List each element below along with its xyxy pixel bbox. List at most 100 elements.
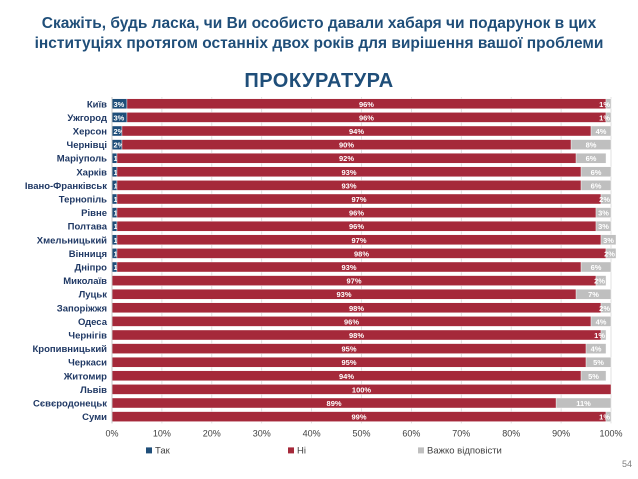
data-label: 96% [344, 317, 359, 326]
data-label: 6% [591, 181, 602, 190]
x-tick-label: 90% [552, 428, 570, 438]
data-label: 1% [599, 413, 610, 422]
legend-swatch [146, 447, 152, 454]
data-label: 3% [603, 236, 614, 245]
x-tick-label: 70% [452, 428, 470, 438]
category-label: Черкаси [68, 358, 107, 369]
category-label: Дніпро [75, 263, 108, 274]
data-label: 100% [352, 385, 372, 394]
category-label: Суми [82, 412, 107, 423]
bar-segment-vazhko [580, 166, 612, 178]
data-label: 6% [591, 263, 602, 272]
data-label: 2% [599, 304, 610, 313]
data-label: 93% [342, 181, 357, 190]
category-label: Херсон [73, 127, 108, 138]
bar-segment-vazhko [600, 193, 612, 205]
data-label: 1% [594, 331, 605, 340]
data-label: 89% [327, 399, 342, 408]
data-label: 97% [347, 277, 362, 286]
data-label: 93% [342, 168, 357, 177]
data-label: 2% [114, 141, 125, 150]
legend-label: Важко відповісти [427, 445, 502, 456]
bar-segment-vazhko [595, 207, 612, 218]
data-label: 93% [342, 263, 357, 272]
category-label: Луцьк [79, 290, 108, 301]
data-label: 98% [349, 304, 364, 313]
x-tick-label: 60% [402, 428, 420, 438]
data-label: 6% [586, 154, 597, 163]
x-tick-label: 0% [105, 428, 118, 438]
legend-label: Так [155, 445, 171, 456]
data-label: 2% [604, 249, 615, 258]
category-label: Чернівці [67, 140, 107, 151]
data-label: 7% [588, 290, 599, 299]
data-label: 96% [349, 209, 364, 218]
category-label: Запоріжжя [57, 303, 107, 314]
category-label: Львів [80, 385, 107, 396]
legend-label: Ні [297, 445, 306, 456]
bar-segment-vazhko [590, 316, 612, 327]
data-label: 92% [339, 154, 354, 163]
data-label: 5% [588, 372, 599, 381]
data-label: 4% [591, 345, 602, 354]
data-label: 2% [114, 127, 125, 136]
x-tick-label: 20% [203, 428, 221, 438]
data-label: 98% [349, 331, 364, 340]
bar-segment-vazhko [595, 220, 612, 232]
x-tick-label: 30% [253, 428, 271, 438]
bar-segment-vazhko [605, 112, 612, 123]
data-label: 97% [351, 236, 366, 245]
category-label: Сєвєродонецьк [33, 399, 107, 410]
data-label: 3% [114, 113, 125, 122]
category-label: Маріуполь [57, 154, 107, 165]
data-label: 4% [596, 317, 607, 326]
data-label: 96% [359, 100, 374, 109]
data-label: 2% [599, 195, 610, 204]
bar-segment-vazhko [585, 343, 607, 354]
bar-segment-vazhko [605, 411, 612, 422]
data-label: 94% [349, 127, 364, 136]
data-label: 3% [598, 222, 609, 231]
chart-subtitle: ПРОКУРАТУРА [244, 70, 394, 92]
data-label: 98% [354, 249, 369, 258]
category-label: Вінниця [69, 249, 107, 260]
page-number: 54 [621, 459, 632, 469]
category-label: Харків [76, 167, 107, 178]
data-label: 90% [339, 141, 354, 150]
bar-segment-vazhko [580, 261, 612, 273]
data-label: 3% [598, 209, 609, 218]
bar-segment-vazhko [600, 234, 617, 246]
data-label: 96% [359, 113, 374, 122]
x-tick-label: 40% [303, 428, 321, 438]
bar-segment-vazhko [570, 139, 612, 150]
category-label: Івано-Франківськ [25, 181, 107, 192]
data-label: 93% [337, 290, 352, 299]
bar-segment-vazhko [575, 152, 607, 164]
bar-segment-vazhko [580, 180, 612, 191]
chart-title-line2: інституціях протягом останніх двох років… [34, 35, 604, 52]
category-label: Хмельницький [37, 235, 107, 246]
category-label: Одеса [78, 317, 108, 328]
bar-segment-vazhko [580, 370, 607, 381]
data-label: 97% [351, 195, 366, 204]
data-label: 8% [586, 141, 597, 150]
x-tick-label: 100% [599, 428, 622, 438]
data-label: 1% [599, 113, 610, 122]
data-label: 6% [591, 168, 602, 177]
data-label: 95% [342, 345, 357, 354]
category-label: Миколаїв [63, 276, 107, 287]
x-tick-label: 80% [502, 428, 520, 438]
category-label: Ужгород [67, 113, 107, 124]
category-label: Київ [87, 99, 107, 110]
legend-swatch [288, 447, 294, 454]
chart-title-line1: Скажіть, будь ласка, чи Ви особисто дава… [41, 15, 597, 32]
bar-segment-vazhko [595, 275, 607, 286]
bar-segment-vazhko [600, 329, 607, 341]
bar-segment-vazhko [555, 397, 612, 409]
data-label: 95% [342, 358, 357, 367]
x-tick-label: 50% [352, 428, 370, 438]
data-label: 5% [593, 358, 604, 367]
bar-segment-vazhko [590, 125, 612, 137]
category-label: Рівне [81, 208, 107, 219]
